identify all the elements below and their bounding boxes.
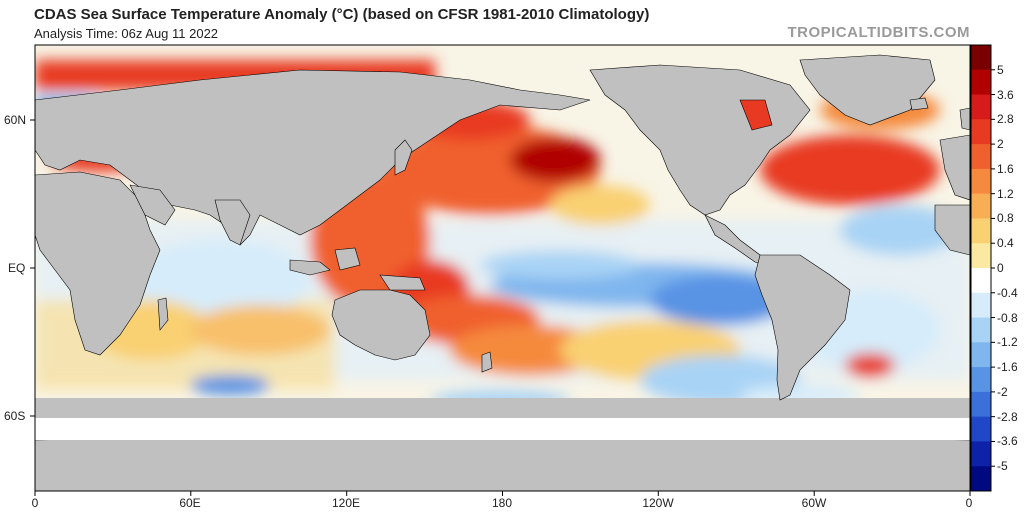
lon-label-120e: 120E bbox=[331, 496, 361, 510]
colorbar-segment bbox=[971, 193, 991, 219]
colorbar-segment bbox=[971, 391, 991, 418]
new-zealand-land bbox=[481, 351, 493, 373]
new-guinea-land bbox=[379, 274, 426, 291]
europe-right-land bbox=[939, 134, 970, 201]
colorbar-segment bbox=[971, 317, 991, 343]
africa-right-land bbox=[934, 204, 970, 256]
lon-label-120w: 120W bbox=[642, 496, 674, 510]
colorbar-label: -1.6 bbox=[997, 360, 1018, 375]
map-title: CDAS Sea Surface Temperature Anomaly (°C… bbox=[34, 6, 650, 23]
colorbar-label: 1.6 bbox=[997, 161, 1014, 176]
colorbar-segment bbox=[971, 243, 991, 269]
colorbar-label: 3.6 bbox=[997, 87, 1014, 102]
colorbar-segment bbox=[971, 292, 991, 319]
colorbar-segment bbox=[971, 441, 991, 467]
sea-ice-band bbox=[35, 398, 970, 418]
africa-land bbox=[35, 171, 161, 356]
hudson-bay-land bbox=[739, 99, 773, 131]
lon-label-60e: 60E bbox=[179, 496, 201, 510]
colorbar-segment bbox=[971, 94, 991, 120]
colorbar-segment bbox=[971, 218, 991, 244]
colorbar-segment bbox=[971, 268, 991, 294]
colorbar-segment bbox=[971, 168, 991, 195]
colorbar-label: 0 bbox=[997, 261, 1004, 275]
indonesia-land bbox=[289, 259, 331, 276]
borneo-land bbox=[334, 247, 361, 271]
colorbar-label: -1.2 bbox=[997, 335, 1018, 350]
colorbar-label: 2.8 bbox=[997, 112, 1014, 127]
japan-land bbox=[394, 139, 413, 176]
lat-label-eq: EQ bbox=[8, 261, 26, 275]
colorbar-segment bbox=[971, 119, 991, 145]
colorbar-label: 0.8 bbox=[997, 211, 1014, 226]
colorbar-label: 1.2 bbox=[997, 186, 1014, 201]
colorbar-segment bbox=[971, 45, 991, 71]
colorbar-label: -5 bbox=[997, 459, 1008, 474]
australia-land bbox=[331, 289, 431, 361]
colorbar-label: -0.4 bbox=[997, 285, 1018, 300]
iceland-land bbox=[909, 97, 929, 111]
analysis-time: Analysis Time: 06z Aug 11 2022 bbox=[34, 26, 219, 41]
lon-label-180: 180 bbox=[491, 496, 513, 510]
colorbar-label: -2 bbox=[997, 384, 1008, 399]
axis-ticks bbox=[30, 119, 971, 496]
colorbar-label: -3.6 bbox=[997, 434, 1018, 449]
eurasia-land bbox=[35, 69, 591, 246]
colorbar-segment bbox=[971, 367, 991, 393]
colorbar-label: -0.8 bbox=[997, 310, 1018, 325]
colorbar-label: -2.8 bbox=[997, 409, 1018, 424]
madagascar-land bbox=[157, 297, 169, 331]
lon-label-0-right: 0 bbox=[965, 496, 973, 510]
lat-label-60n: 60N bbox=[4, 113, 27, 127]
colorbar-segment bbox=[971, 69, 991, 96]
uk-land bbox=[959, 107, 970, 131]
arabia-land bbox=[129, 184, 176, 226]
colorbar-segment bbox=[971, 342, 991, 368]
watermark-text: TROPICALTIDBITS.COM bbox=[787, 24, 970, 41]
colorbar-segment bbox=[971, 466, 991, 492]
colorbar bbox=[970, 44, 995, 492]
colorbar-label: 5 bbox=[997, 62, 1004, 77]
land-masses bbox=[35, 54, 970, 401]
greenland-land bbox=[799, 54, 936, 126]
lon-label-0-left: 0 bbox=[31, 496, 39, 510]
colorbar-segment bbox=[971, 416, 991, 442]
india-land bbox=[214, 199, 251, 246]
colorbar-label: 0.4 bbox=[997, 236, 1014, 251]
lat-label-60s: 60S bbox=[4, 409, 26, 423]
lon-label-60w: 60W bbox=[801, 496, 827, 510]
colorbar-label: 2 bbox=[997, 137, 1004, 152]
south-america-land bbox=[754, 254, 851, 401]
colorbar-segment bbox=[971, 144, 991, 170]
